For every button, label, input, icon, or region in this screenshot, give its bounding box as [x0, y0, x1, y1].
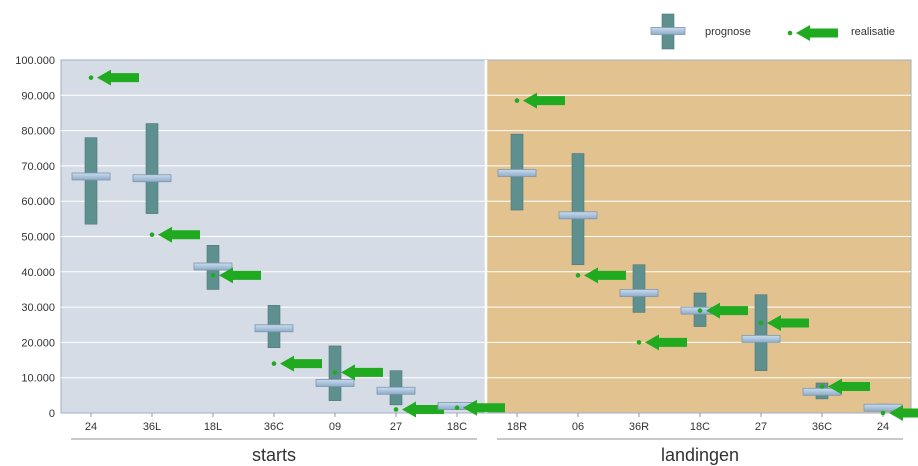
prognose-marker: [315, 379, 355, 387]
y-tick-label: 60.000: [21, 196, 55, 208]
realisatie-marker: [514, 92, 565, 109]
runway-label: 36R: [629, 421, 649, 433]
runway-label: 09: [329, 421, 341, 433]
y-tick-label: 40.000: [21, 267, 55, 279]
runway-label: 18C: [690, 421, 710, 433]
prognose-range-bar: [754, 294, 768, 371]
realisatie-arrow: [219, 267, 261, 284]
realisatie-marker: [393, 401, 444, 418]
realisatie-dot: [575, 273, 581, 278]
runway-label: 36C: [812, 421, 832, 433]
y-tick-label: 10.000: [21, 373, 55, 385]
realisatie-arrow: [97, 69, 139, 86]
prognose-marker: [741, 334, 781, 343]
runway-label: 18L: [204, 421, 222, 433]
prognose-marker: [254, 324, 294, 333]
y-tick-label: 80.000: [21, 126, 55, 138]
realisatie-arrow: [341, 364, 383, 381]
realisatie-marker: [210, 267, 261, 284]
y-tick-label: 90.000: [21, 90, 55, 102]
prognose-marker: [71, 172, 111, 181]
realisatie-dot: [271, 361, 277, 366]
realisatie-marker: [149, 226, 200, 243]
realisatie-arrow: [889, 405, 918, 421]
prognose-range-bar: [84, 137, 98, 225]
prognose-marker: [558, 211, 598, 220]
runway-label: 36L: [143, 421, 161, 433]
legend-prognose-label: prognose: [705, 26, 751, 38]
realisatie-dot: [819, 384, 825, 389]
realisatie-marker: [758, 314, 809, 331]
group-label-landingen: landingen: [661, 445, 739, 465]
realisatie-dot: [332, 370, 338, 375]
prognose-marker: [376, 386, 416, 395]
prognose-range-bar: [145, 123, 159, 214]
realisatie-marker: [88, 69, 139, 86]
realisatie-dot: [88, 75, 94, 80]
realisatie-marker: [880, 405, 918, 421]
prognose-marker: [132, 174, 172, 183]
realisatie-dot: [636, 340, 642, 345]
realisatie-arrow: [645, 334, 687, 351]
prognose-range-bar: [632, 264, 646, 313]
prognose-marker: [497, 169, 537, 177]
runway-label: 24: [85, 421, 97, 433]
realisatie-arrow: [584, 267, 626, 284]
y-tick-label: 0: [49, 408, 55, 420]
realisatie-arrow: [796, 25, 838, 41]
prognose-marker: [619, 289, 659, 297]
y-tick-label: 30.000: [21, 302, 55, 314]
runway-label: 06: [572, 421, 584, 433]
runway-label: 27: [390, 421, 402, 433]
runway-label: 18C: [447, 421, 467, 433]
realisatie-dot: [393, 407, 399, 412]
realisatie-arrow: [158, 226, 200, 243]
legend-realisatie-marker: [787, 25, 838, 41]
realisatie-dot: [454, 405, 460, 411]
y-tick-label: 100.000: [15, 55, 55, 67]
realisatie-marker: [332, 364, 383, 381]
y-tick-label: 20.000: [21, 337, 55, 349]
runway-label: 36C: [264, 421, 284, 433]
realisatie-arrow: [463, 399, 505, 416]
realisatie-marker: [697, 302, 748, 319]
runway-label: 18R: [507, 421, 527, 433]
realisatie-marker: [819, 378, 870, 395]
y-tick-label: 70.000: [21, 161, 55, 173]
runway-label: 24: [877, 421, 889, 433]
realisatie-arrow: [523, 92, 565, 109]
realisatie-dot: [210, 273, 216, 278]
realisatie-dot: [758, 320, 764, 326]
prognose-marker: [193, 262, 233, 271]
realisatie-dot: [880, 410, 886, 416]
realisatie-marker: [454, 399, 505, 416]
realisatie-dot: [514, 98, 520, 103]
prognose-range-bar: [571, 153, 585, 266]
realisatie-arrow: [706, 302, 748, 319]
realisatie-dot: [787, 30, 793, 36]
runway-label: 27: [755, 421, 767, 433]
legend-realisatie-label: realisatie: [851, 26, 895, 38]
legend-prognose-marker: [650, 27, 686, 35]
realisatie-dot: [149, 232, 155, 238]
realisatie-marker: [636, 334, 687, 351]
realisatie-arrow: [402, 401, 444, 418]
realisatie-arrow: [280, 355, 322, 372]
y-tick-label: 50.000: [21, 232, 55, 244]
realisatie-marker: [271, 355, 322, 372]
realisatie-arrow: [767, 314, 809, 331]
realisatie-dot: [697, 308, 703, 313]
realisatie-marker: [575, 267, 626, 284]
realisatie-arrow: [828, 378, 870, 395]
group-label-starts: starts: [252, 445, 296, 465]
